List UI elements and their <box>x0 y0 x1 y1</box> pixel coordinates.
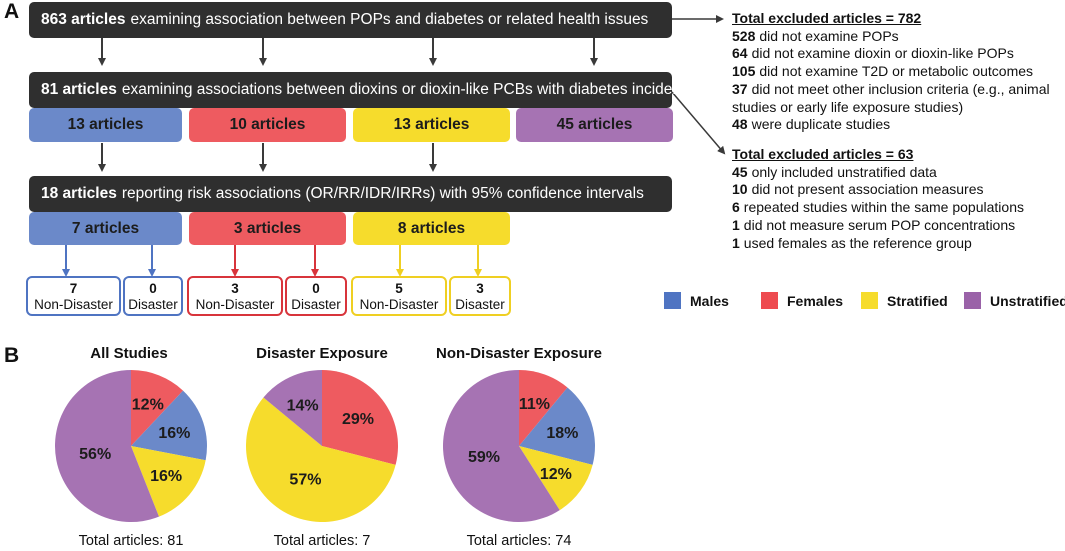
pie-label-males: 18% <box>546 425 578 442</box>
pie-footer-all-studies: Total articles: 81 <box>78 533 184 549</box>
category-box-stratified-1: 13 articles <box>353 108 510 142</box>
legend-swatch-unstratified <box>964 292 981 309</box>
category-box-females-1: 10 articles <box>189 108 346 142</box>
pie-title-non-disaster: Non-Disaster Exposure <box>436 345 602 362</box>
flow-step-3-count: 18 articles <box>41 185 117 202</box>
pie-label-unstratified: 56% <box>79 446 111 463</box>
pie-footer-disaster: Total articles: 7 <box>273 533 371 549</box>
count-label: Disaster <box>455 297 505 312</box>
arrow-exclude-2 <box>671 91 726 155</box>
pie-slice-females <box>519 370 568 446</box>
flow-step-3-text: reporting risk associations (OR/RR/IDR/I… <box>121 185 644 202</box>
pie-slice-unstratified <box>263 370 322 446</box>
count-label: Disaster <box>128 297 178 312</box>
legend-swatch-stratified <box>861 292 878 309</box>
pie-label-females: 29% <box>342 411 374 428</box>
count-value: 7 <box>69 281 78 296</box>
count-value: 3 <box>476 281 484 296</box>
exclusion-item: studies or early life exposure studies) <box>732 98 964 115</box>
count-label: Non-Disaster <box>34 297 113 312</box>
count-value: 5 <box>395 281 403 296</box>
count-box-males-non-disaster: 7 Non-Disaster <box>26 276 121 316</box>
exclusion-item: 105 did not examine T2D or metabolic outc… <box>732 63 1034 80</box>
pie-slice-unstratified <box>54 370 159 522</box>
flow-step-2: 81 articles examining associations betwe… <box>29 72 697 108</box>
flow-step-1-text: examining association between POPs and d… <box>130 11 649 28</box>
pie-chart-disaster: 29% 57% 14% <box>246 370 398 522</box>
exclusion-block-2: Total excluded articles = 63 45 only incl… <box>732 146 1024 252</box>
pie-slice-females <box>322 370 398 465</box>
category-box-males-1: 13 articles <box>29 108 182 142</box>
exclusion-heading: Total excluded articles = 782 <box>732 10 922 26</box>
exclusion-item: 1 used females as the reference group <box>732 234 972 251</box>
legend-item-stratified: Stratified <box>861 292 948 309</box>
pie-slice-stratified <box>131 446 206 517</box>
legend-label: Unstratified <box>990 292 1065 309</box>
pie-label-unstratified: 59% <box>468 449 500 466</box>
legend-item-males: Males <box>664 292 729 309</box>
count-box-females-disaster: 0 Disaster <box>285 276 347 316</box>
flow-step-2-text: examining associations between dioxins o… <box>121 81 698 98</box>
exclusion-block-1: Total excluded articles = 782 528 did not… <box>732 10 1050 134</box>
legend-item-unstratified: Unstratified <box>964 292 1065 309</box>
pie-label-stratified: 12% <box>540 466 572 483</box>
pie-label-females: 12% <box>132 397 164 414</box>
category-box-females-2: 3 articles <box>189 212 346 245</box>
pie-slice-stratified <box>519 446 593 511</box>
exclusion-item: 37 did not meet other inclusion criteria … <box>732 80 1050 97</box>
legend-label: Females <box>787 292 844 309</box>
panel-b-label: B <box>4 344 20 367</box>
pie-slice-females <box>131 370 184 446</box>
count-label: Non-Disaster <box>359 297 439 312</box>
count-box-stratified-non-disaster: 5 Non-Disaster <box>351 276 447 316</box>
pie-chart-all-studies: 12% 16% 16% 56% <box>54 370 207 522</box>
pie-chart-non-disaster: 11% 18% 12% 59% <box>442 370 595 522</box>
pie-title-disaster: Disaster Exposure <box>256 345 388 362</box>
exclusion-item: 6 repeated studies within the same popula… <box>732 199 1024 216</box>
pie-slice-males <box>131 390 207 461</box>
flow-step-3: 18 articles reporting risk associations … <box>29 176 672 212</box>
exclusion-item: 528 did not examine POPs <box>732 27 899 44</box>
pie-label-males: 16% <box>158 425 190 442</box>
pie-label-stratified: 57% <box>289 472 321 489</box>
count-box-stratified-disaster: 3 Disaster <box>449 276 511 316</box>
count-box-males-disaster: 0 Disaster <box>123 276 183 316</box>
count-box-females-non-disaster: 3 Non-Disaster <box>187 276 283 316</box>
exclusion-item: 64 did not examine dioxin or dioxin-like … <box>732 45 1014 62</box>
legend-swatch-females <box>761 292 778 309</box>
count-value: 0 <box>312 281 320 296</box>
pie-footer-non-disaster: Total articles: 74 <box>466 533 572 549</box>
pie-slice-unstratified <box>442 370 560 522</box>
exclusion-item: 10 did not present association measures <box>732 181 984 198</box>
exclusion-heading: Total excluded articles = 63 <box>732 146 914 162</box>
flow-step-1-count: 863 articles <box>41 11 126 28</box>
exclusion-item: 1 did not measure serum POP concentration… <box>732 216 1016 233</box>
legend-label: Males <box>690 292 729 309</box>
legend-item-females: Females <box>761 292 843 309</box>
count-label: Disaster <box>291 297 341 312</box>
flow-step-1: 863 articles examining association betwe… <box>29 2 672 38</box>
pie-title-all-studies: All Studies <box>90 345 168 362</box>
legend-label: Stratified <box>887 292 948 309</box>
pie-label-stratified: 16% <box>150 468 182 485</box>
exclusion-item: 45 only included unstratified data <box>732 163 937 180</box>
count-value: 0 <box>149 281 157 296</box>
count-value: 3 <box>231 281 239 296</box>
pie-label-unstratified: 14% <box>287 398 319 415</box>
category-box-males-2: 7 articles <box>29 212 182 245</box>
pie-label-females: 11% <box>519 396 550 413</box>
exclusion-item: 48 were duplicate studies <box>732 116 891 133</box>
category-box-unstratified-1: 45 articles <box>516 108 673 142</box>
legend-swatch-males <box>664 292 681 309</box>
category-box-stratified-2: 8 articles <box>353 212 510 245</box>
panel-a-label: A <box>4 0 20 23</box>
flow-step-2-count: 81 articles <box>41 81 117 98</box>
pie-slice-males <box>519 387 595 465</box>
pie-slice-stratified <box>246 397 396 522</box>
count-label: Non-Disaster <box>195 297 275 312</box>
